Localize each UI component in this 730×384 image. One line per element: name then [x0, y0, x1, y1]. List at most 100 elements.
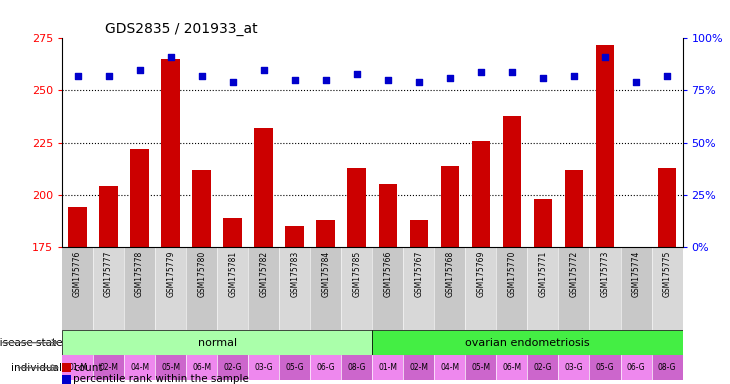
Point — [165, 54, 177, 60]
Text: 04-M: 04-M — [440, 363, 459, 372]
Text: 01-M: 01-M — [68, 363, 87, 372]
Point — [599, 54, 611, 60]
Bar — [93, 355, 124, 380]
Bar — [62, 247, 93, 330]
Text: GSM175785: GSM175785 — [353, 251, 361, 297]
Bar — [186, 247, 218, 330]
Text: 05-M: 05-M — [472, 363, 491, 372]
Bar — [218, 247, 248, 330]
Bar — [223, 218, 242, 247]
Text: GSM175768: GSM175768 — [445, 251, 454, 297]
Point — [196, 73, 207, 79]
Point — [630, 79, 642, 85]
Point — [444, 75, 456, 81]
Text: 02-M: 02-M — [99, 363, 118, 372]
Text: GSM175779: GSM175779 — [166, 251, 175, 297]
Bar — [372, 330, 683, 355]
Bar — [528, 247, 558, 330]
Text: GSM175770: GSM175770 — [507, 251, 516, 297]
Bar — [347, 167, 366, 247]
Point — [382, 77, 393, 83]
Bar — [317, 220, 335, 247]
Bar — [466, 247, 496, 330]
Text: 01-M: 01-M — [378, 363, 397, 372]
Bar — [248, 355, 279, 380]
Bar — [155, 247, 186, 330]
Bar — [62, 330, 372, 355]
Bar — [255, 128, 273, 247]
Text: GSM175769: GSM175769 — [477, 251, 485, 297]
Bar — [652, 355, 683, 380]
Point — [134, 66, 145, 73]
Text: GSM175766: GSM175766 — [383, 251, 392, 297]
Bar — [590, 355, 620, 380]
Text: GDS2835 / 201933_at: GDS2835 / 201933_at — [106, 22, 258, 36]
Text: GSM175774: GSM175774 — [631, 251, 640, 297]
Point — [289, 77, 301, 83]
Point — [475, 69, 487, 75]
Text: 08-G: 08-G — [658, 363, 676, 372]
Text: GSM175783: GSM175783 — [291, 251, 299, 297]
Bar — [193, 170, 211, 247]
Text: GSM175777: GSM175777 — [104, 251, 113, 297]
Text: GSM175773: GSM175773 — [601, 251, 610, 297]
Text: 05-M: 05-M — [161, 363, 180, 372]
Point — [351, 71, 363, 77]
Bar — [434, 247, 466, 330]
Bar — [124, 355, 155, 380]
Bar — [186, 355, 218, 380]
Text: 06-M: 06-M — [502, 363, 521, 372]
Bar — [620, 247, 652, 330]
Bar — [62, 355, 93, 380]
Point — [537, 75, 549, 81]
Bar — [310, 355, 342, 380]
Text: 08-G: 08-G — [347, 363, 366, 372]
Bar — [404, 247, 434, 330]
Bar — [472, 141, 491, 247]
Bar — [342, 355, 372, 380]
Bar — [279, 247, 310, 330]
Point — [72, 73, 83, 79]
Bar — [372, 247, 404, 330]
Text: 04-M: 04-M — [130, 363, 149, 372]
Bar — [285, 226, 304, 247]
Text: GSM175776: GSM175776 — [73, 251, 82, 297]
Bar — [596, 45, 615, 247]
Text: 05-G: 05-G — [285, 363, 304, 372]
Bar — [590, 247, 620, 330]
Text: GSM175784: GSM175784 — [321, 251, 330, 297]
Point — [258, 66, 269, 73]
Point — [506, 69, 518, 75]
Bar — [69, 207, 87, 247]
Text: percentile rank within the sample: percentile rank within the sample — [73, 374, 249, 384]
Bar — [404, 355, 434, 380]
Bar — [434, 355, 466, 380]
Bar — [62, 363, 72, 372]
Text: 02-G: 02-G — [534, 363, 552, 372]
Text: GSM175771: GSM175771 — [539, 251, 548, 297]
Text: disease state: disease state — [0, 338, 62, 348]
Text: GSM175781: GSM175781 — [228, 251, 237, 297]
Bar — [652, 247, 683, 330]
Bar — [410, 220, 428, 247]
Bar — [565, 170, 583, 247]
Bar — [342, 247, 372, 330]
Bar — [379, 184, 397, 247]
Text: 06-G: 06-G — [316, 363, 335, 372]
Bar — [558, 247, 590, 330]
Text: 06-M: 06-M — [192, 363, 211, 372]
Text: 06-G: 06-G — [626, 363, 645, 372]
Point — [103, 73, 115, 79]
Text: 05-G: 05-G — [596, 363, 615, 372]
Point — [661, 73, 673, 79]
Bar — [62, 375, 72, 384]
Point — [413, 79, 425, 85]
Bar — [93, 247, 124, 330]
Bar — [558, 355, 590, 380]
Text: 02-G: 02-G — [223, 363, 242, 372]
Bar — [441, 166, 459, 247]
Text: ovarian endometriosis: ovarian endometriosis — [465, 338, 590, 348]
Text: GSM175780: GSM175780 — [197, 251, 206, 297]
Text: normal: normal — [198, 338, 237, 348]
Bar — [124, 247, 155, 330]
